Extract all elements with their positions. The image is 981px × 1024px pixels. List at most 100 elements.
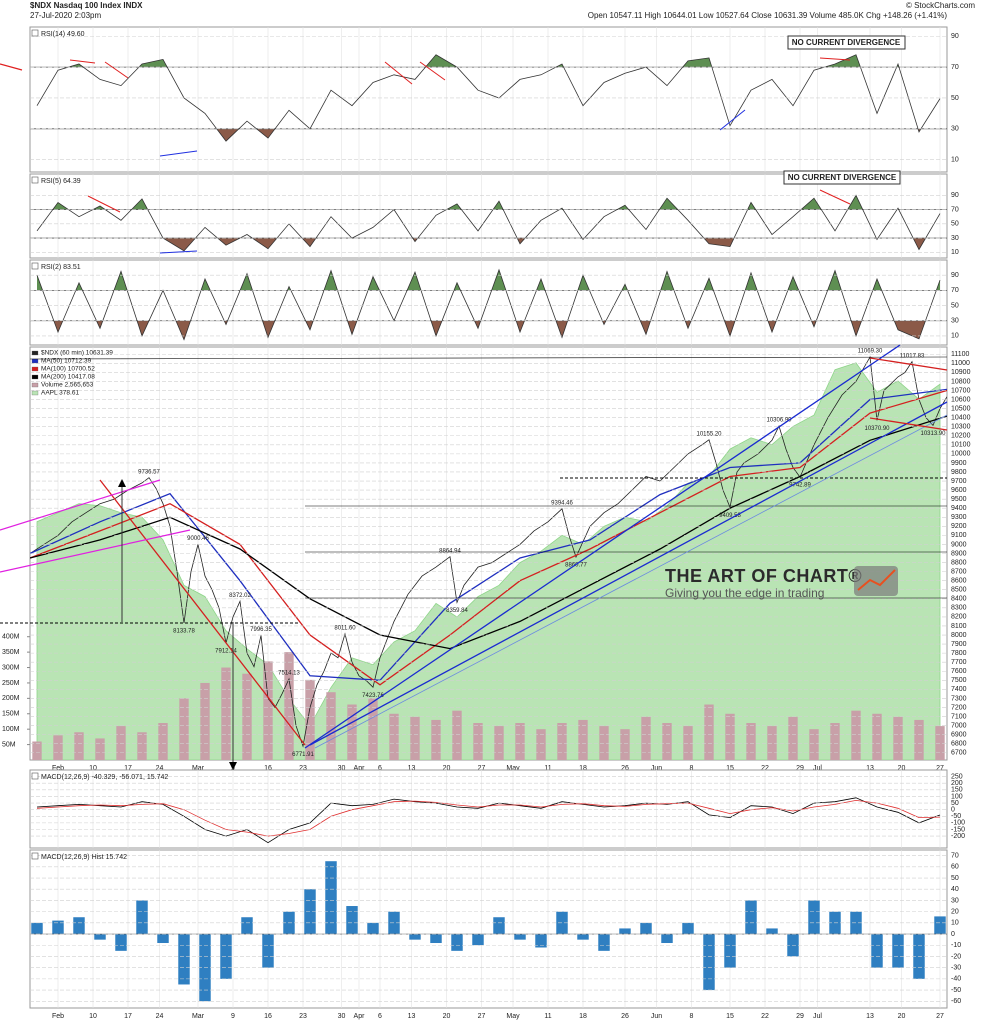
y-tick-label: 30 <box>951 126 959 133</box>
hist-bar <box>766 928 778 935</box>
y-tick-label: 50 <box>951 95 959 102</box>
hist-bar <box>577 934 589 940</box>
legend-entry: MA(50) 10712.39 <box>41 358 92 365</box>
volume-bar <box>935 726 945 760</box>
x-tick-label: 11 <box>544 765 551 772</box>
peak-label: 10306.90 <box>766 418 792 424</box>
trendline <box>314 414 948 749</box>
y2-tick-label: 100M <box>2 726 20 733</box>
trough-label: 8133.78 <box>173 628 195 634</box>
volume-bar <box>53 735 63 760</box>
y-tick-label: -20 <box>951 953 961 960</box>
divergence-line <box>419 61 446 81</box>
y-tick-label: 60 <box>951 864 959 871</box>
y-tick-label: 0 <box>951 931 955 938</box>
oversold-fill <box>37 238 940 251</box>
panel-title: RSI(14) 49.60 <box>41 31 85 38</box>
y-tick-label: 30 <box>951 318 959 325</box>
y-tick-label: 70 <box>951 287 959 294</box>
volume-bar <box>389 713 399 760</box>
peak-label: 8372.02 <box>229 593 251 599</box>
trendline <box>0 479 161 531</box>
x-tick-label: Jul <box>813 1013 822 1020</box>
volume-bar <box>536 729 546 760</box>
trough-label: 9409.58 <box>719 513 741 519</box>
y2-tick-label: 250M <box>2 680 20 687</box>
note: NO CURRENT DIVERGENCE <box>788 173 897 182</box>
y-tick-label: 7000 <box>951 722 967 729</box>
overlay: NO CURRENT DIVERGENCE NO CURRENT DIVERGE… <box>0 35 948 770</box>
trough-label: 8860.77 <box>565 563 587 569</box>
hist-bar <box>514 934 526 940</box>
y-tick-label: 10000 <box>951 451 971 458</box>
x-tick-label: 13 <box>866 765 874 772</box>
title-icon <box>31 772 39 780</box>
legend-swatch <box>31 390 39 396</box>
volume-bar <box>347 704 357 760</box>
y-tick-label: 200 <box>951 780 963 787</box>
x-tick-label: 20 <box>898 765 906 772</box>
trendline <box>304 344 901 749</box>
trough-label: 10313.90 <box>920 431 946 437</box>
volume-bar <box>851 710 861 760</box>
x-tick-label: 23 <box>299 765 307 772</box>
hist-bar <box>619 928 631 935</box>
date: 27-Jul-2020 2:03pm <box>30 11 101 20</box>
volume-bar <box>746 723 756 760</box>
y-tick-label: 50 <box>951 800 959 807</box>
volume-bar <box>284 652 294 760</box>
y-tick-label: 9500 <box>951 496 967 503</box>
x-tick-label: 8 <box>690 765 694 772</box>
y-tick-label: 8700 <box>951 568 967 575</box>
volume-bar <box>200 682 210 760</box>
y-tick-label: -150 <box>951 826 965 833</box>
x-tick-label: 13 <box>408 765 416 772</box>
x-tick-label: 23 <box>299 1013 307 1020</box>
y-tick-label: 9900 <box>951 460 967 467</box>
trough-label: 7912.14 <box>215 649 237 655</box>
panel-title: MACD(12,26,9) Hist 15.742 <box>41 854 127 861</box>
y-tick-label: 10 <box>951 249 959 256</box>
x-tick-label: Jul <box>813 765 822 772</box>
y-tick-label: 10600 <box>951 396 971 403</box>
hist-bar <box>850 911 862 935</box>
y-tick-label: 9100 <box>951 532 967 539</box>
y-tick-label: 90 <box>951 33 959 40</box>
y2-tick-label: 400M <box>2 634 20 641</box>
volume-bar <box>242 673 252 760</box>
hist-bar <box>367 922 379 935</box>
y-tick-label: 10200 <box>951 433 971 440</box>
volume-bar <box>893 716 903 760</box>
hist-bar <box>115 934 127 951</box>
x-tick-label: Apr <box>354 1013 366 1020</box>
x-tick-label: 24 <box>156 1013 164 1020</box>
hist-bar <box>346 906 358 935</box>
y-tick-label: 30 <box>951 235 959 242</box>
note-box <box>783 170 901 185</box>
y-tick-label: 10 <box>951 333 959 340</box>
divergence-line <box>87 195 121 213</box>
trendline <box>869 357 948 371</box>
x-tick-label: Jun <box>651 1013 662 1020</box>
hist-bar <box>241 917 253 935</box>
x-tick-label: 30 <box>338 1013 346 1020</box>
y-tick-label: -40 <box>951 976 961 983</box>
x-tick-label: 18 <box>579 765 587 772</box>
trough-label: 8359.84 <box>446 608 468 614</box>
x-tick-label: 26 <box>621 1013 629 1020</box>
divergence-line <box>69 59 96 64</box>
legend-entry: AAPL 378.61 <box>41 390 79 397</box>
y-tick-label: -50 <box>951 813 961 820</box>
volume-bar <box>599 726 609 760</box>
legend-swatch <box>31 374 39 380</box>
peak-label: 9394.46 <box>551 500 573 506</box>
volume-bar <box>431 719 441 760</box>
y-tick-label: 9700 <box>951 478 967 485</box>
y-tick-label: 0 <box>951 807 955 814</box>
y-tick-label: 20 <box>951 908 959 915</box>
y-tick-label: 10 <box>951 920 959 927</box>
x-tick-label: 22 <box>761 765 769 772</box>
y-tick-label: 50 <box>951 875 959 882</box>
y-tick-label: 40 <box>951 886 959 893</box>
